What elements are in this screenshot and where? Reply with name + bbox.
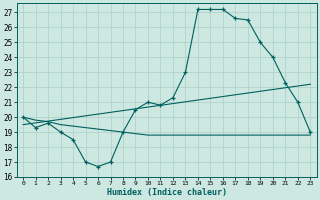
X-axis label: Humidex (Indice chaleur): Humidex (Indice chaleur) — [107, 188, 227, 197]
